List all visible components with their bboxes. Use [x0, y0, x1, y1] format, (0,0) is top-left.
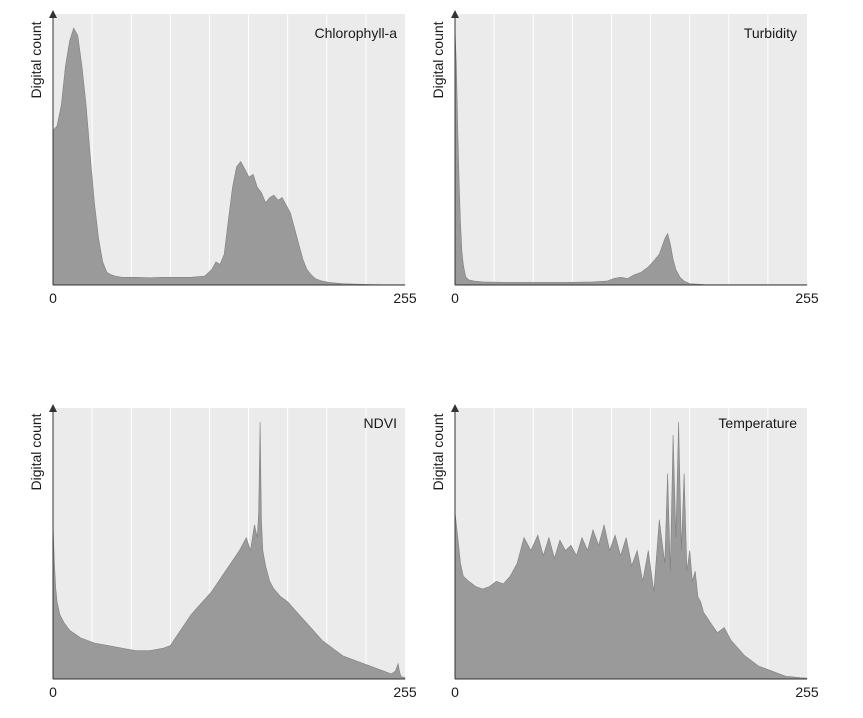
x-tick-label-min: 0 — [49, 290, 57, 306]
panel-chlorophyll-a: Chlorophyll-a Digital count 0 255 — [28, 10, 417, 306]
y-axis-arrow — [49, 10, 57, 18]
plot-background — [455, 14, 807, 285]
y-axis-arrow — [49, 404, 57, 412]
x-tick-label-max: 255 — [393, 290, 417, 306]
x-tick-label-max: 255 — [795, 290, 819, 306]
x-tick-label-min: 0 — [451, 290, 459, 306]
panel-title: Chlorophyll-a — [315, 25, 398, 41]
y-axis-label: Digital count — [28, 413, 44, 490]
panel-turbidity: Turbidity Digital count 0 255 — [430, 10, 819, 306]
x-tick-label-max: 255 — [795, 684, 819, 700]
y-axis-label: Digital count — [28, 21, 44, 98]
panel-title: NDVI — [364, 415, 397, 431]
panel-temperature: Temperature Digital count 0 255 — [430, 404, 819, 700]
x-tick-label-min: 0 — [49, 684, 57, 700]
y-axis-label: Digital count — [430, 413, 446, 490]
x-tick-label-max: 255 — [393, 684, 417, 700]
panel-title: Temperature — [718, 415, 797, 431]
y-axis-arrow — [451, 404, 459, 412]
histogram-area — [454, 421, 808, 680]
panel-title: Turbidity — [744, 25, 797, 41]
y-axis-arrow — [451, 10, 459, 18]
y-axis-label: Digital count — [430, 21, 446, 98]
histogram-area — [52, 27, 406, 286]
vertical-gridlines — [91, 14, 367, 285]
panel-ndvi: NDVI Digital count 0 255 — [28, 404, 417, 700]
x-tick-label-min: 0 — [451, 684, 459, 700]
histogram-area — [454, 27, 808, 286]
histogram-area — [52, 421, 406, 680]
vertical-gridlines — [493, 14, 769, 285]
